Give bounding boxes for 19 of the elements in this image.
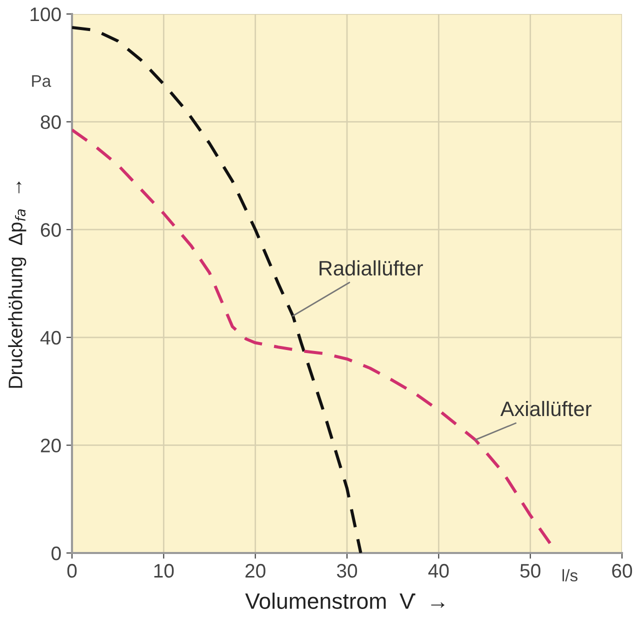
x-tick-label: 40 bbox=[428, 564, 449, 578]
x-tick-label: 30 bbox=[336, 564, 358, 578]
y-tick-label: 80 bbox=[40, 115, 61, 130]
annotation: Axiallüfter bbox=[500, 400, 592, 416]
y-axis-title: Druckerhöhung Δp$_{fa}$ → bbox=[8, 182, 26, 388]
y-tick-label: 60 bbox=[40, 223, 61, 237]
annotation: Radiallüfter bbox=[320, 260, 423, 276]
x-axis-title: Volumenstrom V̇ → bbox=[245, 592, 444, 609]
y-tick-label: 0 bbox=[52, 546, 61, 560]
y-tick-label: 40 bbox=[40, 330, 61, 345]
x-tick-label: 10 bbox=[154, 564, 174, 578]
x-tick-label: 20 bbox=[246, 564, 266, 578]
x-tick-label: 50 bbox=[520, 564, 540, 578]
text: Pa bbox=[32, 75, 52, 87]
y-tick-label: 20 bbox=[40, 438, 61, 452]
x-tick-label: 60 bbox=[612, 564, 632, 578]
x-tick-label: 0 bbox=[67, 564, 77, 578]
y-tick-label: 100 bbox=[30, 7, 61, 22]
text: l/s bbox=[562, 569, 578, 582]
